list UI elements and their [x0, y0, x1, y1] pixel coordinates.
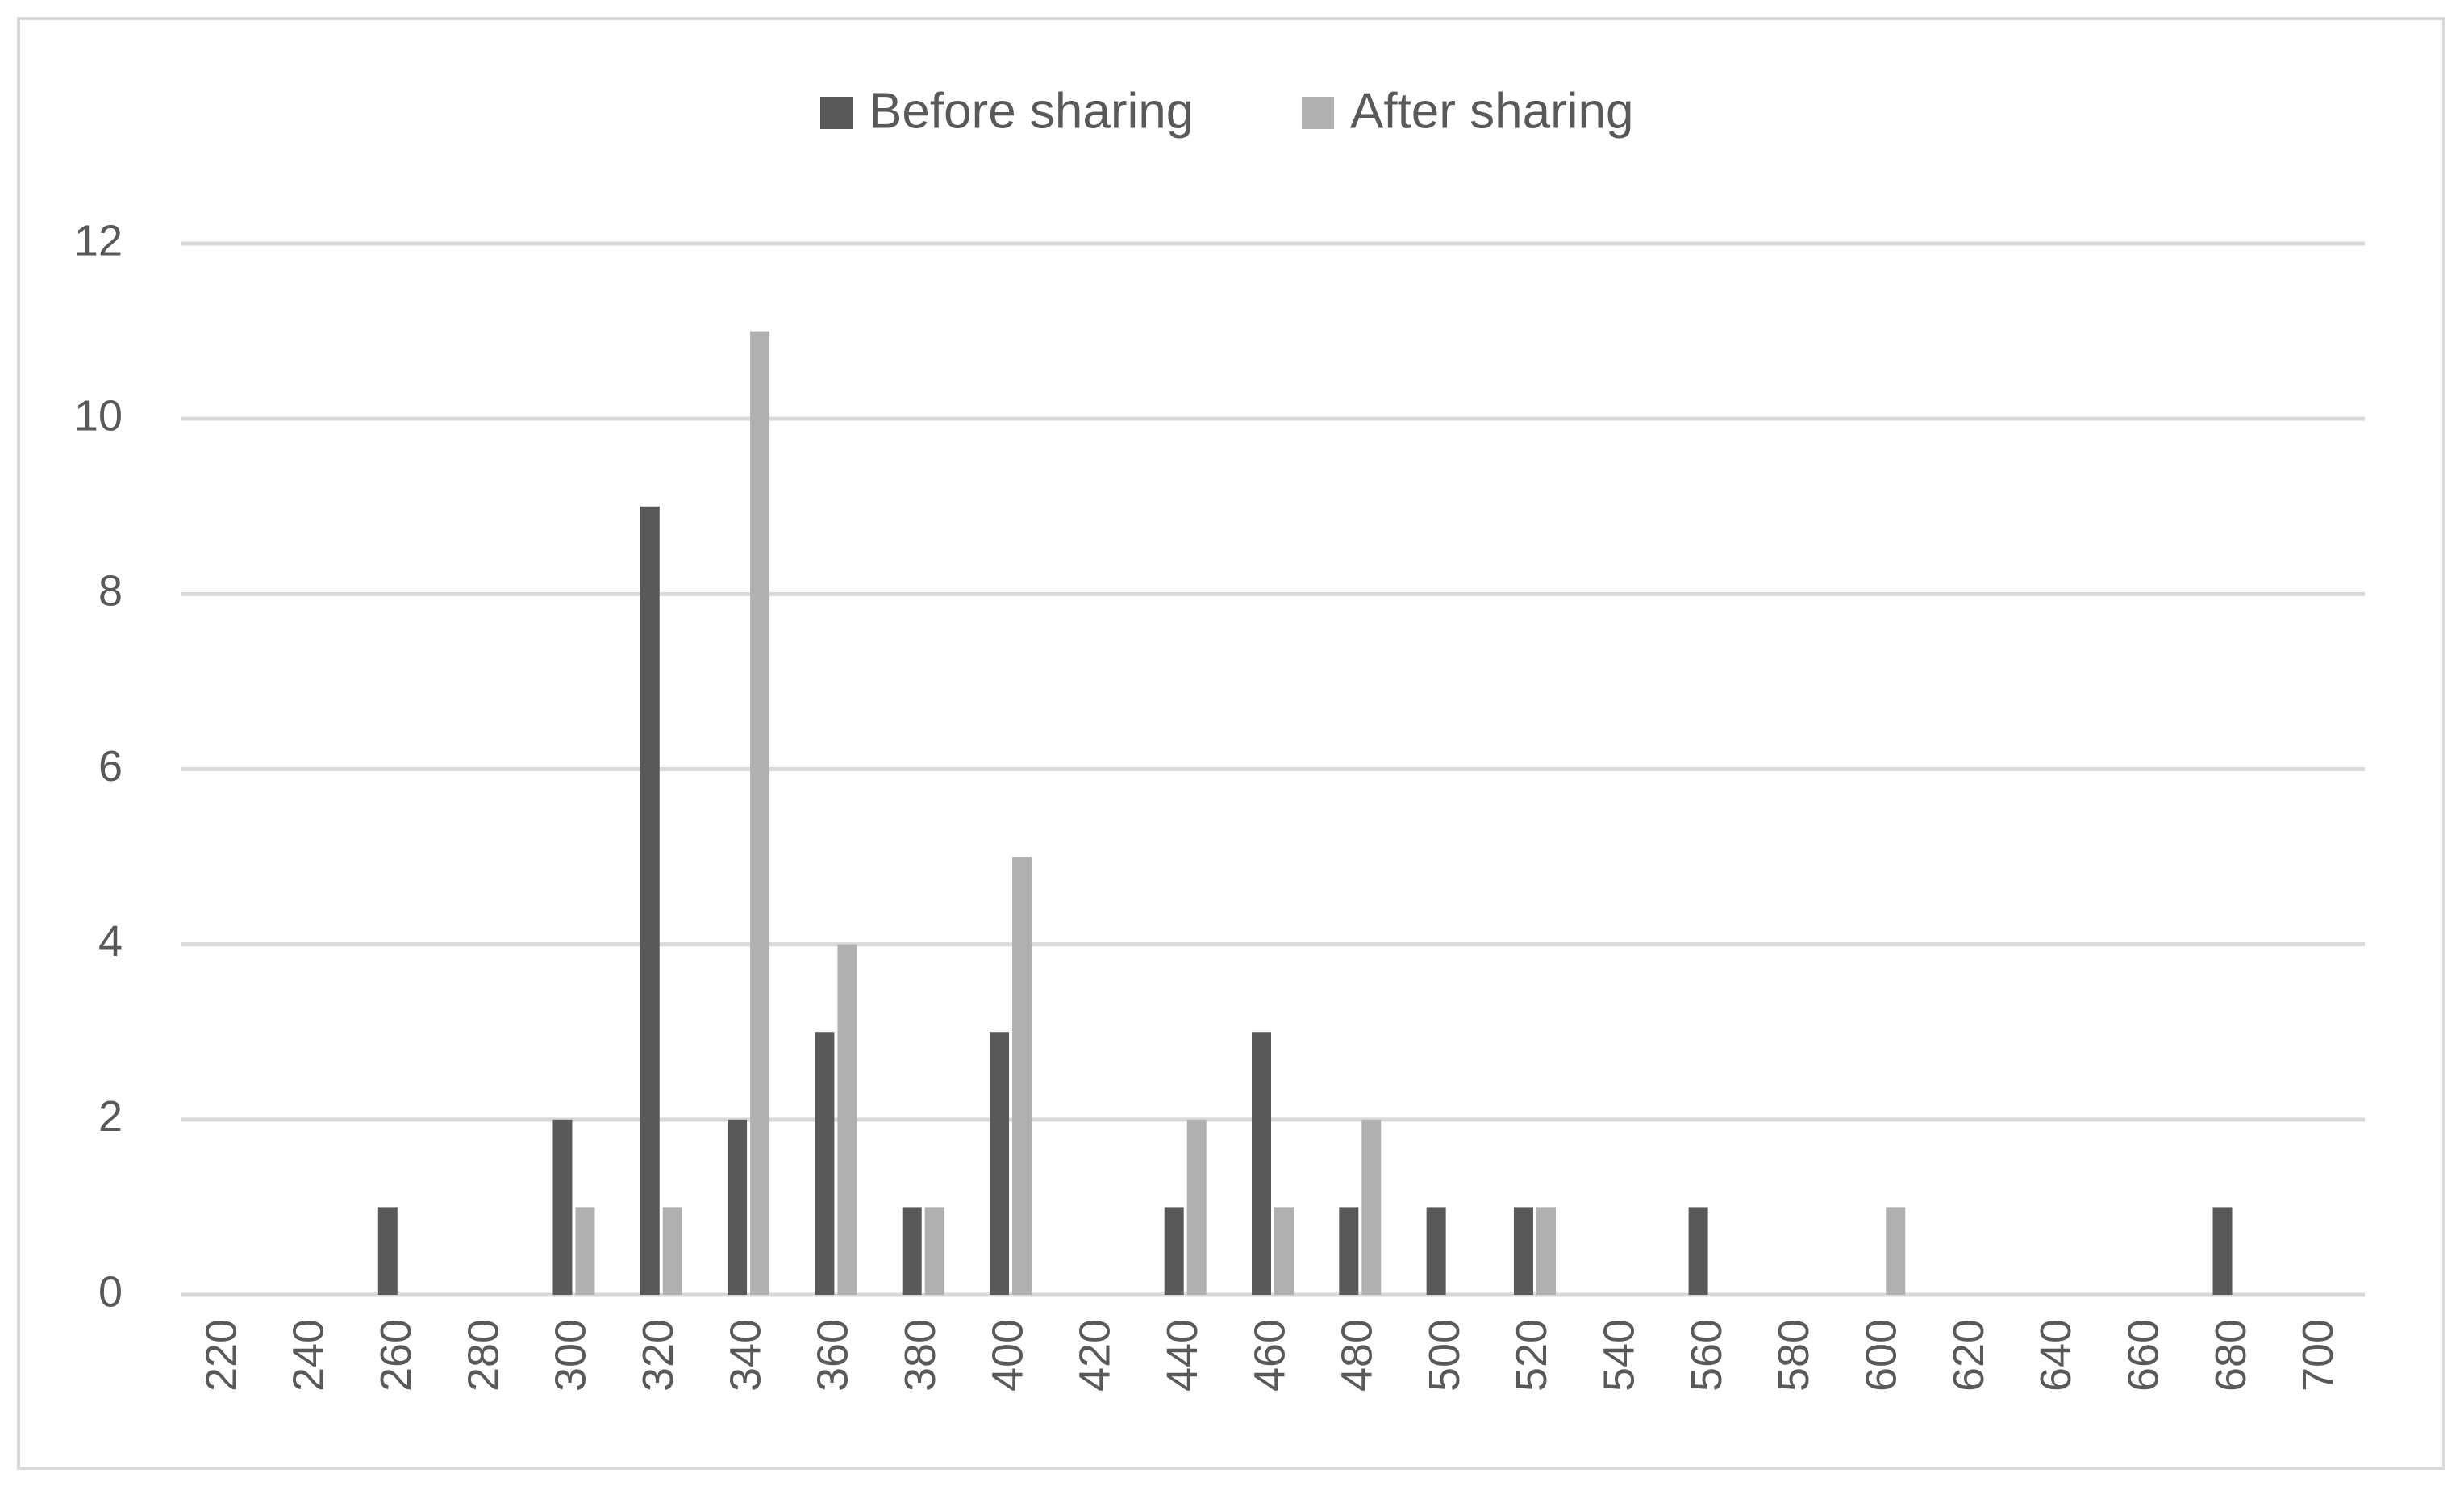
y-tick-label: 4 [98, 917, 123, 966]
x-tick-label: 520 [1507, 1319, 1556, 1392]
x-tick-label: 600 [1857, 1319, 1906, 1392]
x-tick-label: 220 [197, 1319, 245, 1392]
x-tick-label: 680 [2207, 1319, 2255, 1392]
legend-label: After sharing [1350, 83, 1634, 139]
legend-swatch [1302, 97, 1334, 129]
bar [750, 331, 770, 1295]
x-tick-label: 620 [1945, 1319, 1993, 1392]
x-tick-label: 360 [809, 1319, 857, 1392]
bar [1886, 1207, 1906, 1295]
bar [902, 1207, 922, 1295]
x-tick-label: 380 [896, 1319, 944, 1392]
chart-frame [17, 17, 2445, 1470]
bar [1513, 1207, 1533, 1295]
bar [552, 1119, 573, 1295]
bar [640, 506, 660, 1295]
y-tick-label: 6 [98, 742, 123, 791]
bar [575, 1207, 595, 1295]
legend-label: Before sharing [869, 83, 1194, 139]
y-tick-label: 12 [74, 216, 123, 265]
bar [1164, 1207, 1184, 1295]
x-tick-label: 280 [459, 1319, 507, 1392]
legend-swatch [820, 97, 853, 129]
bar [2212, 1207, 2233, 1295]
bar [662, 1207, 682, 1295]
bar [1274, 1207, 1294, 1295]
bar [1012, 857, 1032, 1295]
x-tick-label: 320 [634, 1319, 682, 1392]
x-tick-label: 700 [2294, 1319, 2342, 1392]
x-tick-label: 560 [1682, 1319, 1731, 1392]
x-tick-label: 580 [1770, 1319, 1818, 1392]
x-tick-label: 460 [1245, 1319, 1294, 1392]
bar [815, 1032, 835, 1295]
x-tick-label: 660 [2119, 1319, 2167, 1392]
y-tick-label: 2 [98, 1092, 123, 1141]
bar [1361, 1119, 1382, 1295]
y-tick-label: 10 [74, 391, 123, 440]
x-tick-label: 500 [1420, 1319, 1469, 1392]
bar [1186, 1119, 1207, 1295]
bar [728, 1119, 748, 1295]
bar [990, 1032, 1010, 1295]
x-tick-label: 420 [1071, 1319, 1119, 1392]
y-tick-label: 0 [98, 1267, 123, 1316]
x-tick-label: 400 [983, 1319, 1032, 1392]
x-tick-label: 240 [285, 1319, 333, 1392]
bar [1252, 1032, 1271, 1295]
bar [837, 944, 857, 1295]
x-tick-label: 340 [721, 1319, 769, 1392]
y-tick-label: 8 [98, 567, 123, 616]
x-tick-label: 540 [1595, 1319, 1644, 1392]
x-tick-label: 260 [372, 1319, 420, 1392]
bar [1426, 1207, 1446, 1295]
bar [1536, 1207, 1556, 1295]
x-tick-label: 640 [2032, 1319, 2080, 1392]
x-tick-label: 440 [1158, 1319, 1207, 1392]
bar [924, 1207, 944, 1295]
bar [1688, 1207, 1708, 1295]
bar [377, 1207, 398, 1295]
x-tick-label: 480 [1333, 1319, 1382, 1392]
x-tick-label: 300 [547, 1319, 595, 1392]
bar [1339, 1207, 1359, 1295]
